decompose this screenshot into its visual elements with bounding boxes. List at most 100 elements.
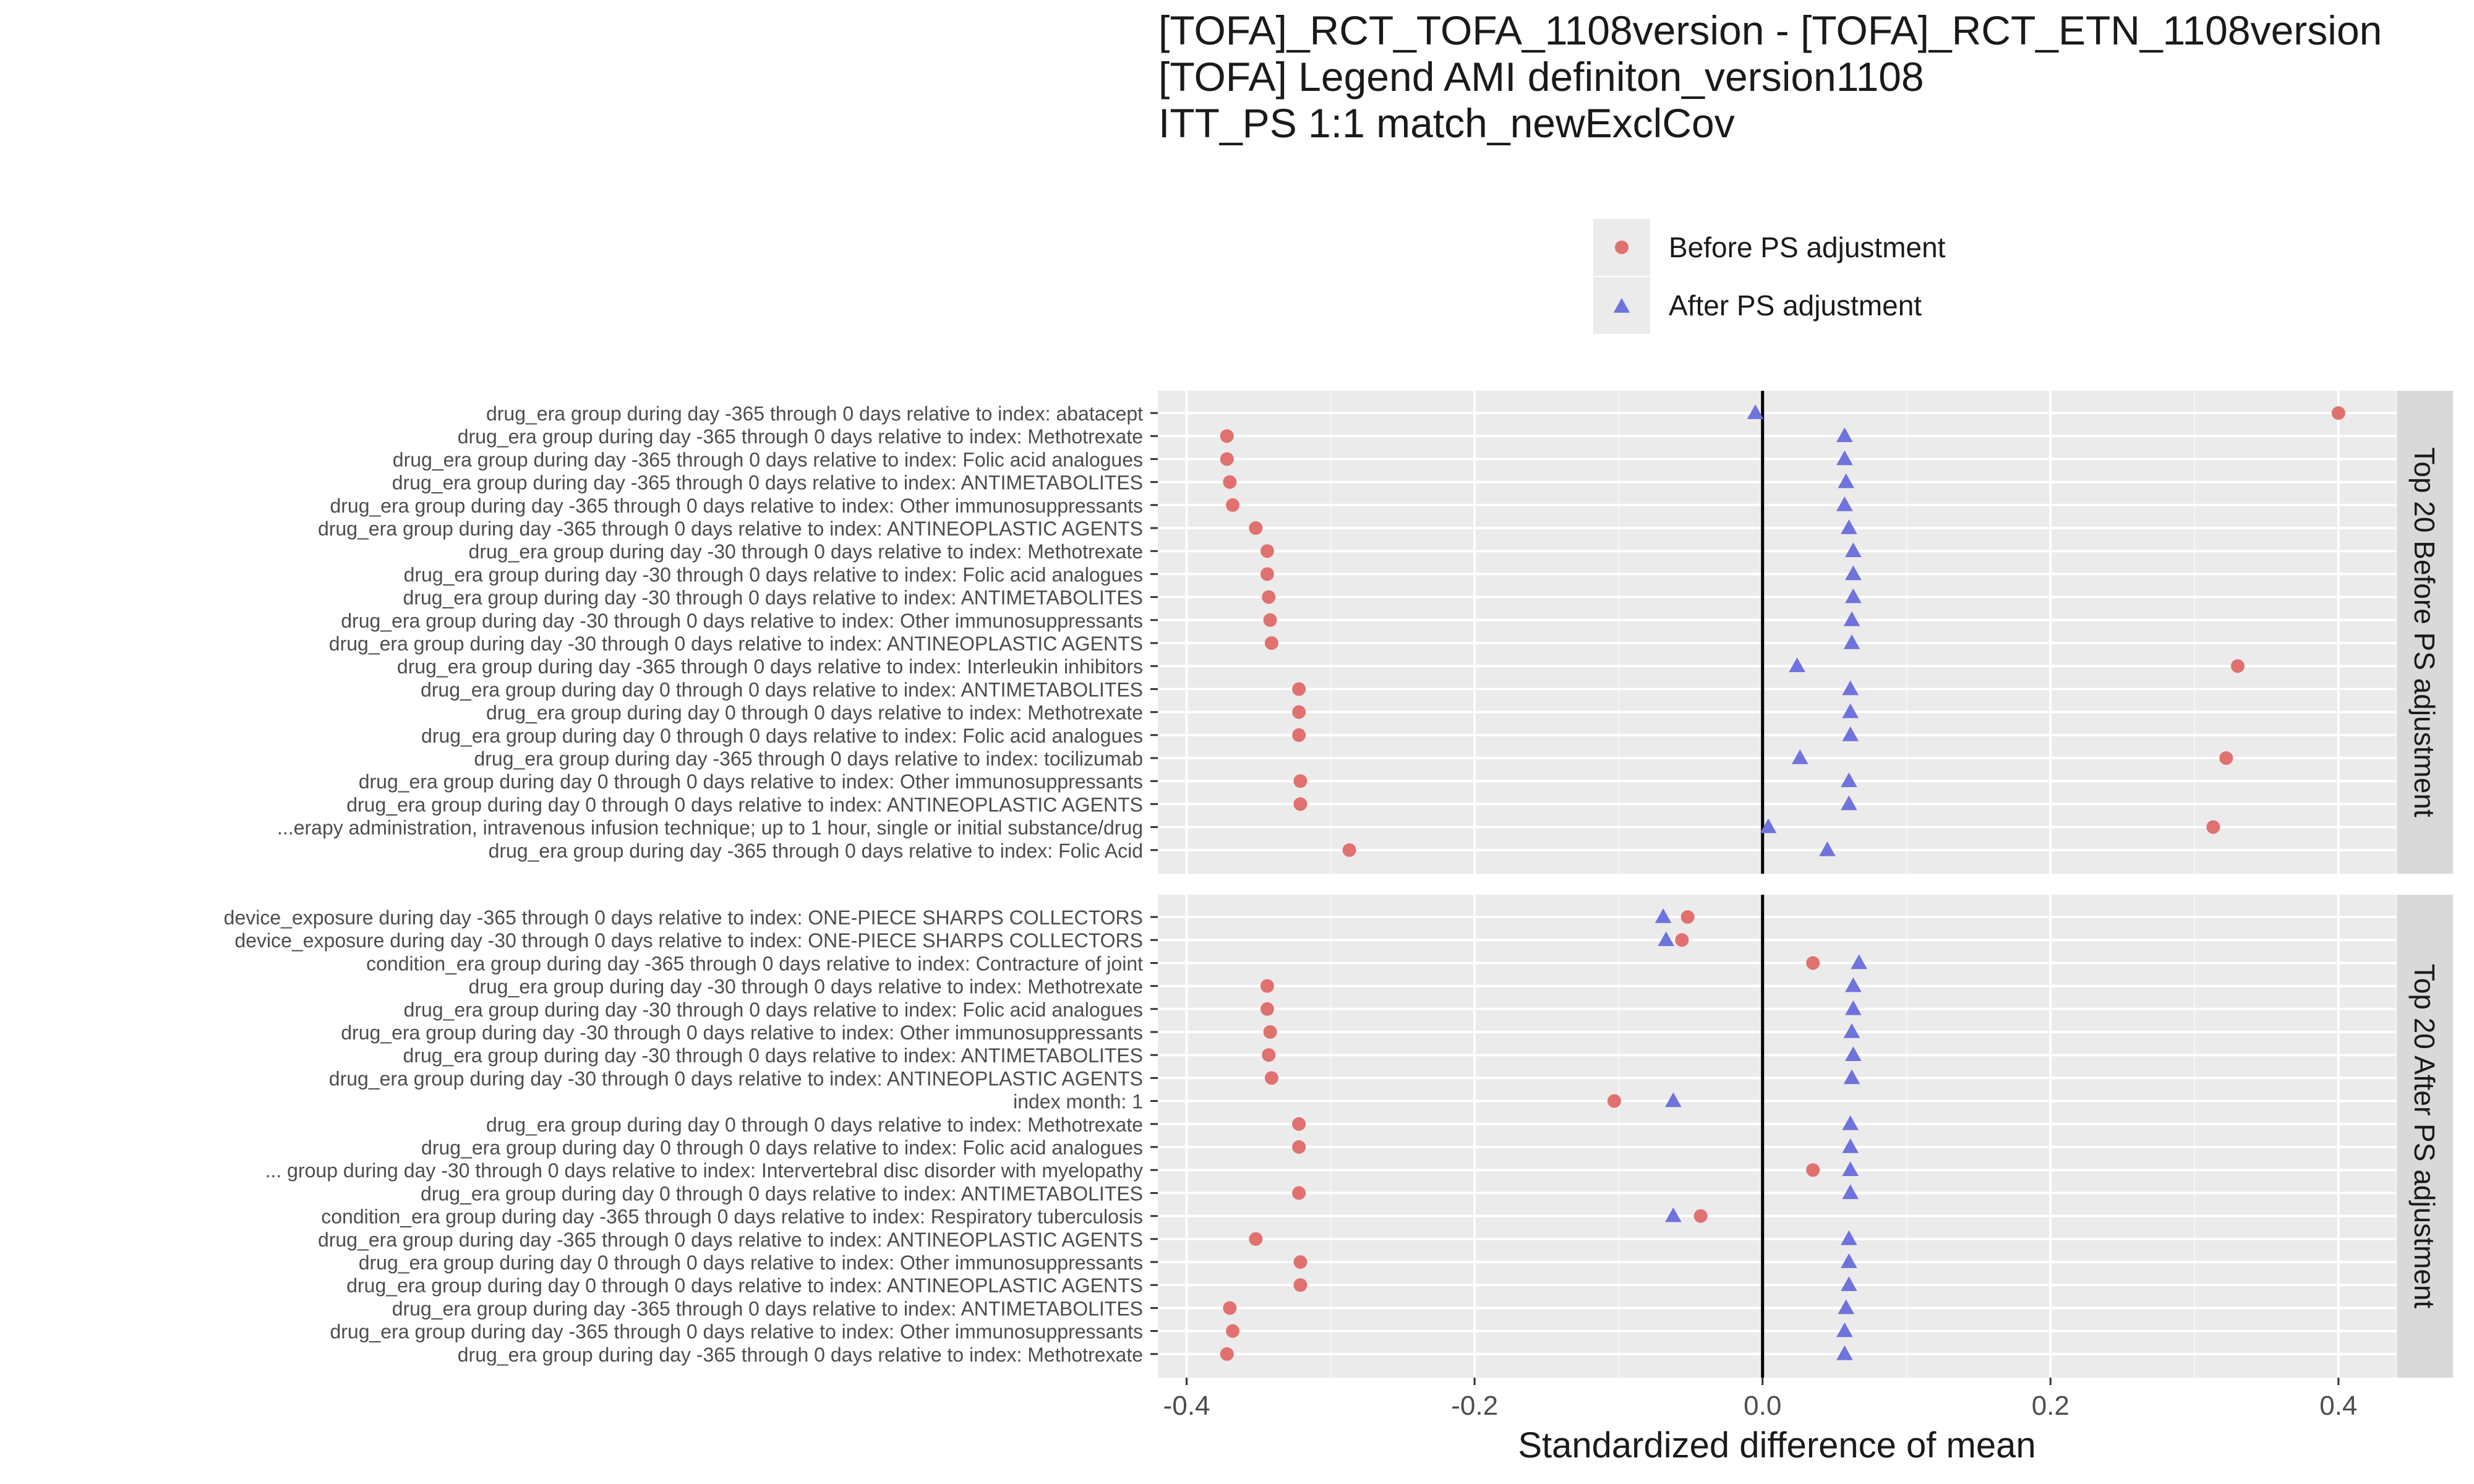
point-before-adjustment <box>1292 1140 1306 1154</box>
point-before-adjustment <box>1693 1209 1708 1223</box>
point-after-adjustment <box>1842 1184 1859 1200</box>
point-after-adjustment <box>1760 818 1777 834</box>
point-before-adjustment <box>2219 751 2233 765</box>
y-tick-label: drug_era group during day -365 through 0… <box>393 448 1143 471</box>
legend-label: Before PS adjustment <box>1669 231 1946 263</box>
point-before-adjustment <box>1806 1163 1820 1177</box>
point-after-adjustment <box>1845 588 1862 603</box>
point-before-adjustment <box>1223 1301 1237 1315</box>
point-before-adjustment <box>1220 429 1234 443</box>
y-tick-label: drug_era group during day 0 through 0 da… <box>359 770 1143 793</box>
point-before-adjustment <box>1226 498 1240 512</box>
point-before-adjustment <box>1292 1117 1306 1131</box>
point-before-adjustment <box>1680 910 1695 924</box>
facet-strip <box>2397 895 2453 1378</box>
point-before-adjustment <box>1292 1186 1306 1200</box>
point-before-adjustment <box>1263 1025 1277 1039</box>
y-tick-label: drug_era group during day 0 through 0 da… <box>346 793 1143 816</box>
point-after-adjustment <box>1789 657 1805 672</box>
legend-item-before: Before PS adjustment <box>1593 219 1946 276</box>
point-after-adjustment <box>1845 1000 1862 1015</box>
point-before-adjustment <box>1293 1278 1308 1292</box>
facet-panel-1: drug_era group during day -365 through 0… <box>277 391 2453 874</box>
y-tick-label: drug_era group during day -30 through 0 … <box>404 563 1143 586</box>
y-tick-label: ... group during day -30 through 0 days … <box>265 1159 1143 1182</box>
facet-strip-label: Top 20 Before PS adjustment <box>2408 447 2441 817</box>
facet-panel-2: device_exposure during day -365 through … <box>224 895 2453 1378</box>
point-before-adjustment <box>2331 406 2345 420</box>
y-tick-label: drug_era group during day 0 through 0 da… <box>486 702 1143 724</box>
legend-circle-icon <box>1615 241 1629 254</box>
point-after-adjustment <box>1843 1023 1860 1038</box>
y-tick-label: ...erapy administration, intravenous inf… <box>277 817 1143 839</box>
point-before-adjustment <box>1263 613 1277 627</box>
y-tick-label: drug_era group during day -365 through 0… <box>318 518 1143 540</box>
point-before-adjustment <box>1249 1232 1263 1246</box>
y-tick-label: drug_era group during day -365 through 0… <box>330 1321 1143 1343</box>
point-before-adjustment <box>1220 1347 1234 1361</box>
legend: Before PS adjustment After PS adjustment <box>1593 219 1946 334</box>
point-after-adjustment <box>1841 519 1857 534</box>
x-tick-label: 0.0 <box>1744 1391 1781 1421</box>
x-tick-label: 0.4 <box>2319 1391 2357 1421</box>
x-tick-label: 0.2 <box>2032 1391 2070 1421</box>
point-before-adjustment <box>1293 797 1308 811</box>
panel-background <box>1158 391 2396 874</box>
point-after-adjustment <box>1838 1299 1855 1315</box>
y-tick-label: drug_era group during day -30 through 0 … <box>403 587 1143 609</box>
point-before-adjustment <box>1264 1071 1278 1085</box>
point-after-adjustment <box>1836 496 1853 511</box>
facet-strip-label: Top 20 After PS adjustment <box>2408 964 2441 1309</box>
point-after-adjustment <box>1836 1345 1853 1360</box>
point-before-adjustment <box>1226 1324 1240 1338</box>
y-tick-label: drug_era group during day -365 through 0… <box>392 1297 1143 1320</box>
point-after-adjustment <box>1842 680 1859 696</box>
y-tick-label: device_exposure during day -30 through 0… <box>234 929 1143 952</box>
y-tick-label: drug_era group during day -365 through 0… <box>318 1229 1143 1251</box>
point-after-adjustment <box>1843 611 1860 626</box>
point-after-adjustment <box>1842 703 1859 719</box>
point-after-adjustment <box>1842 1161 1859 1176</box>
point-after-adjustment <box>1841 1253 1857 1268</box>
panel-background <box>1158 895 2396 1378</box>
point-before-adjustment <box>1249 521 1263 535</box>
x-tick-label: -0.4 <box>1163 1391 1210 1421</box>
title-line-3: ITT_PS 1:1 match_newExclCov <box>1158 100 1735 146</box>
point-after-adjustment <box>1842 1138 1859 1153</box>
x-axis-title: Standardized difference of mean <box>1518 1425 2035 1465</box>
point-before-adjustment <box>1292 705 1306 719</box>
title-line-2: [TOFA] Legend AMI definiton_version1108 <box>1158 54 1924 100</box>
point-after-adjustment <box>1843 634 1860 649</box>
point-after-adjustment <box>1836 450 1853 466</box>
point-before-adjustment <box>1675 933 1689 947</box>
point-after-adjustment <box>1836 1322 1853 1337</box>
point-after-adjustment <box>1658 931 1675 946</box>
point-after-adjustment <box>1665 1092 1682 1107</box>
y-tick-label: drug_era group during day -30 through 0 … <box>403 1044 1143 1067</box>
y-tick-label: drug_era group during day -30 through 0 … <box>341 1021 1143 1044</box>
point-after-adjustment <box>1841 772 1857 787</box>
point-after-adjustment <box>1845 542 1862 557</box>
legend-label: After PS adjustment <box>1669 289 1922 322</box>
chart-title: [TOFA]_RCT_TOFA_1108version - [TOFA]_RCT… <box>1158 7 2474 147</box>
point-before-adjustment <box>1260 979 1274 993</box>
legend-triangle-icon <box>1613 298 1630 313</box>
point-before-adjustment <box>1292 682 1306 696</box>
point-after-adjustment <box>1842 1115 1859 1130</box>
point-after-adjustment <box>1747 404 1764 419</box>
y-tick-label: drug_era group during day -30 through 0 … <box>329 1067 1143 1090</box>
point-before-adjustment <box>1342 843 1356 857</box>
point-after-adjustment <box>1845 1046 1862 1061</box>
point-after-adjustment <box>1851 954 1867 970</box>
point-before-adjustment <box>2206 820 2220 834</box>
point-before-adjustment <box>1223 475 1237 489</box>
point-after-adjustment <box>1841 1276 1857 1291</box>
y-tick-label: drug_era group during day -365 through 0… <box>397 655 1143 678</box>
y-tick-label: drug_era group during day -365 through 0… <box>458 1344 1143 1366</box>
x-tick-label: -0.2 <box>1451 1391 1498 1421</box>
y-tick-label: index month: 1 <box>1013 1091 1143 1113</box>
y-tick-label: drug_era group during day 0 through 0 da… <box>346 1274 1143 1297</box>
point-before-adjustment <box>1262 590 1276 604</box>
y-tick-label: drug_era group during day 0 through 0 da… <box>359 1252 1143 1274</box>
point-before-adjustment <box>1293 774 1308 788</box>
